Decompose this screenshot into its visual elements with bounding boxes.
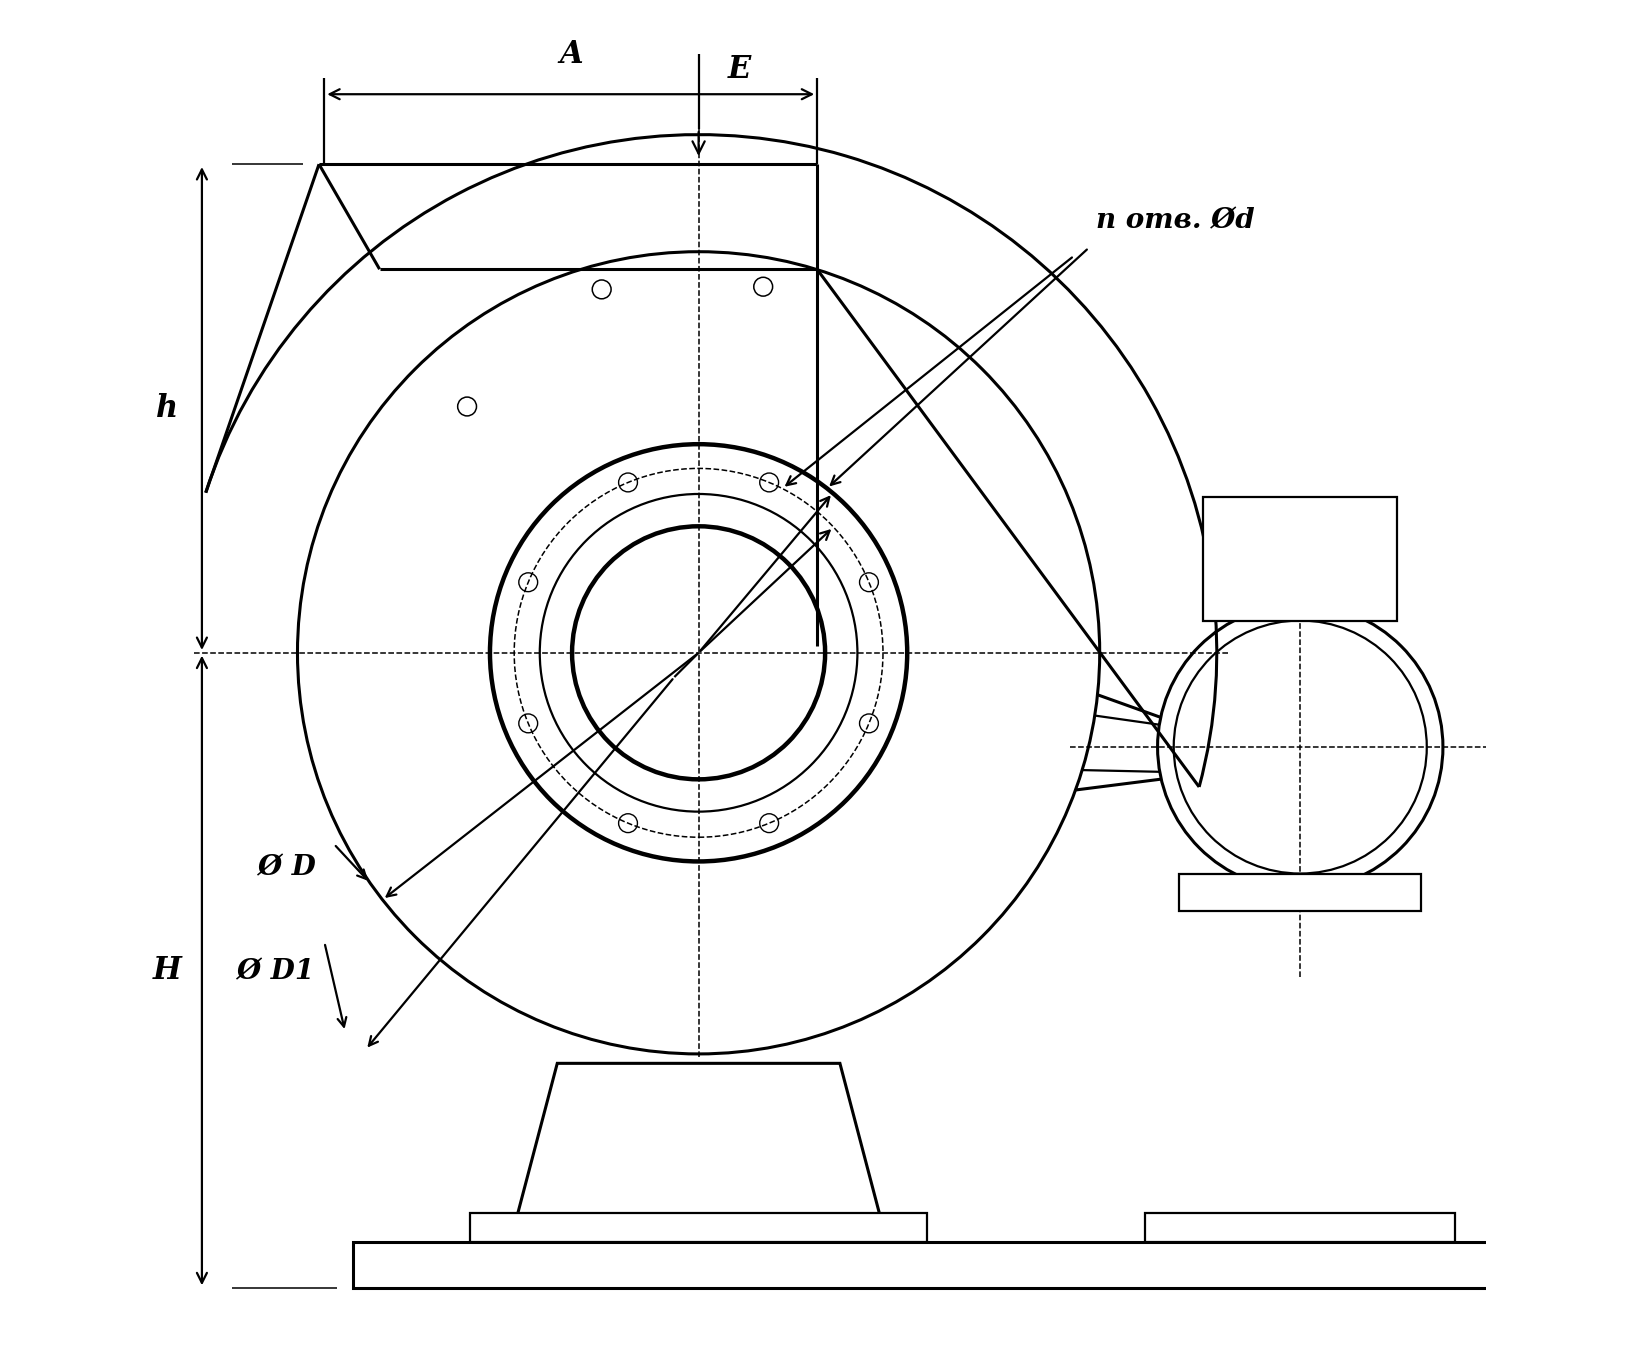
Text: n отв. Ød: n отв. Ød: [1096, 207, 1254, 234]
Text: Ø D1: Ø D1: [237, 958, 314, 985]
Text: E: E: [728, 54, 751, 85]
Bar: [1145, 1213, 1455, 1242]
Text: Ø D: Ø D: [259, 855, 317, 882]
Polygon shape: [511, 1063, 888, 1242]
Bar: [353, 1242, 1574, 1288]
Bar: [1203, 497, 1397, 621]
Bar: [470, 1213, 927, 1242]
Bar: [1179, 874, 1421, 911]
Text: A: A: [559, 39, 582, 70]
Text: h: h: [156, 393, 177, 424]
Text: H: H: [153, 954, 182, 987]
